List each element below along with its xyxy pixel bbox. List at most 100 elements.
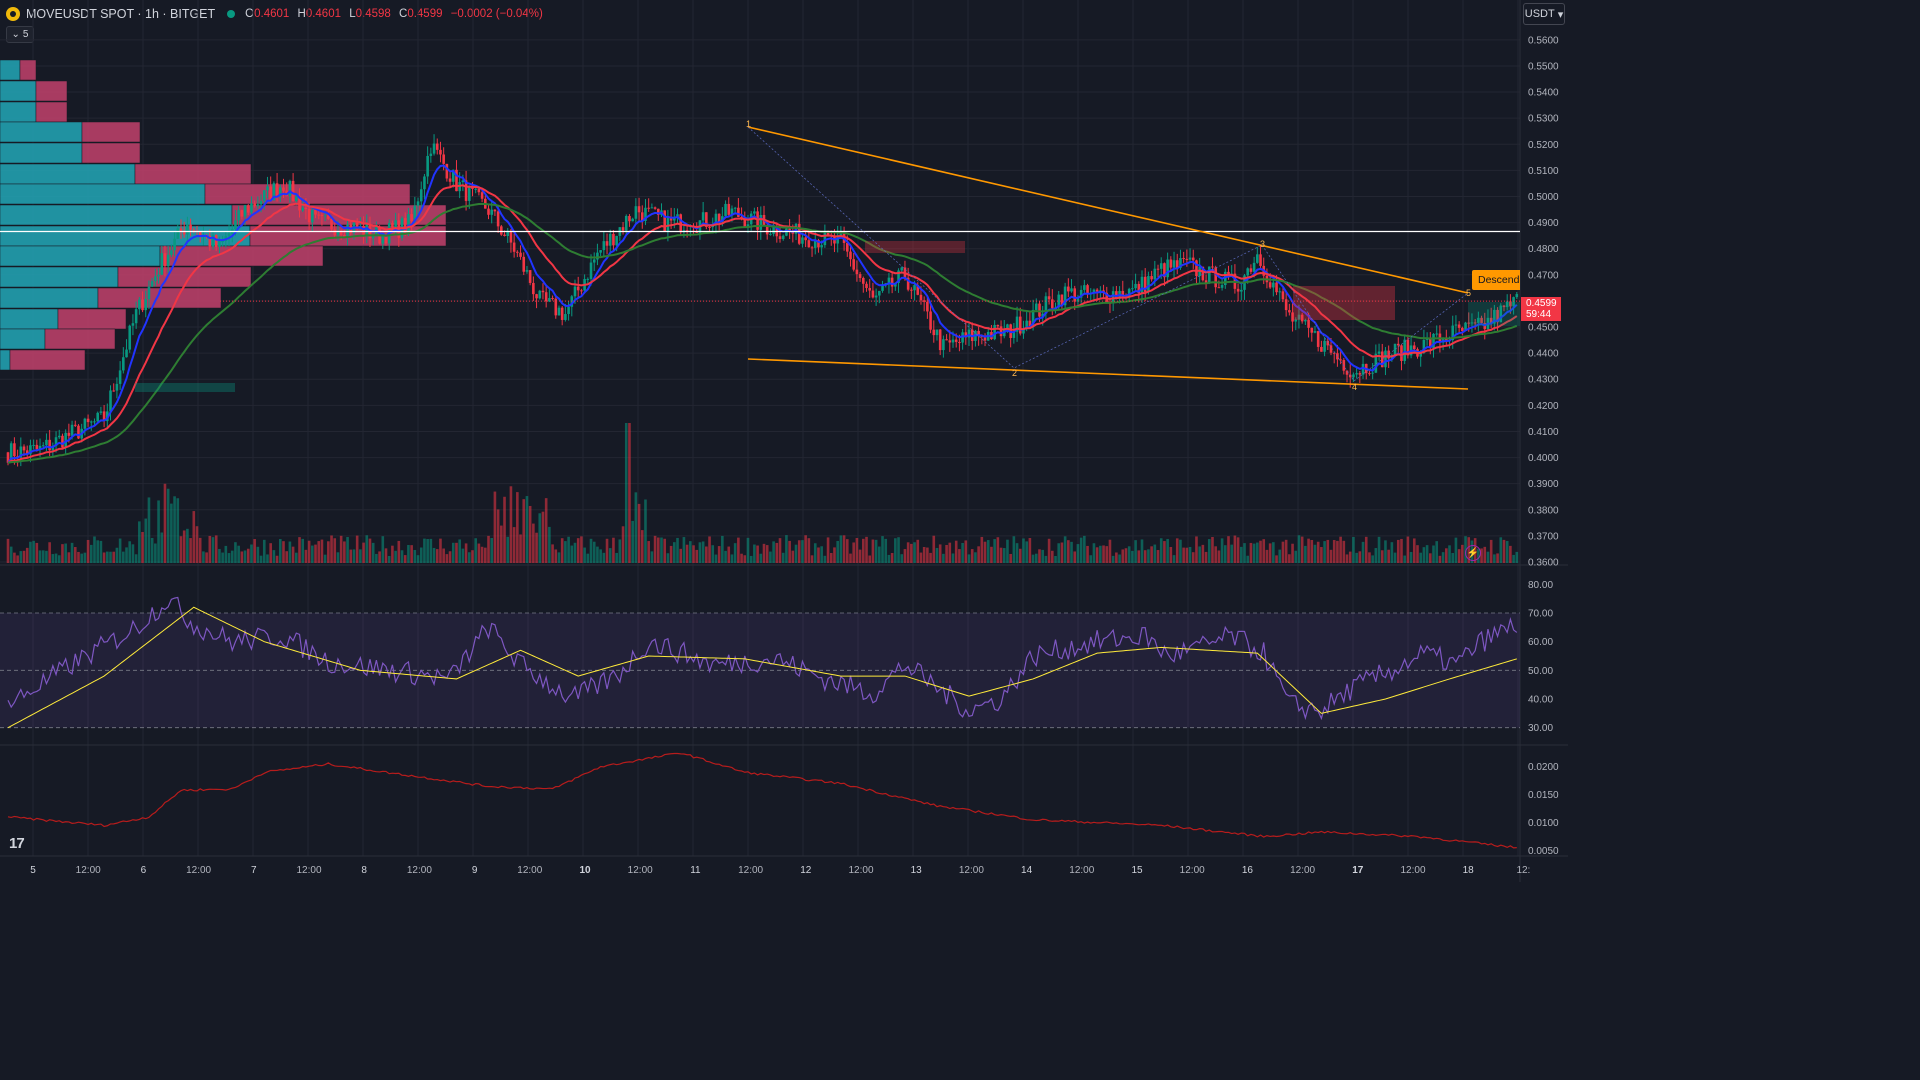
candle-body (548, 298, 551, 302)
candle-body (86, 418, 90, 423)
volume-bar (240, 551, 244, 563)
volume-bar (205, 552, 208, 563)
candle-body (663, 210, 666, 232)
candle-body (1323, 340, 1326, 352)
volume-bar (509, 486, 513, 563)
candle-body (1214, 267, 1217, 288)
candle-body (1464, 322, 1467, 331)
volume-bar (51, 554, 55, 563)
candle-body (967, 329, 971, 338)
volume-bars (6, 423, 1519, 563)
candle-body (150, 281, 154, 287)
candle-body (48, 439, 51, 451)
volume-bar (1284, 539, 1288, 563)
wave-label: 4 (1352, 382, 1357, 392)
volume-bar (266, 554, 269, 563)
volume-bar (1419, 552, 1422, 563)
candle-body (612, 233, 615, 246)
volume-bar (1256, 542, 1259, 563)
candle-body (500, 226, 503, 235)
wedge-lower-line (747, 358, 1469, 390)
tradingview-logo[interactable]: 17 (9, 835, 25, 852)
volume-bar (391, 545, 394, 563)
volume-bar (29, 541, 32, 563)
volume-bar (484, 547, 487, 563)
volume-bar (288, 541, 292, 563)
volume-bar (849, 553, 852, 563)
volume-bar (1102, 545, 1105, 563)
volume-bar (1025, 541, 1028, 563)
volume-bar (660, 537, 663, 563)
candle-body (272, 183, 276, 201)
candle-body (189, 224, 192, 230)
candle-body (1326, 340, 1330, 346)
candle-body (211, 234, 215, 247)
candle-body (1457, 324, 1461, 328)
volume-bar (862, 538, 865, 563)
candle-body (647, 207, 650, 209)
volume-bar (621, 526, 625, 563)
market-status-icon[interactable] (227, 10, 236, 18)
volume-bar (1111, 555, 1115, 563)
volume-bar (1060, 542, 1064, 563)
volume-bar (516, 492, 519, 563)
candle-body (794, 223, 798, 234)
volume-bar (150, 537, 154, 563)
candle-body (1073, 288, 1077, 302)
volume-bar (1348, 551, 1352, 563)
volume-bar (19, 551, 23, 563)
candle-body (897, 270, 900, 283)
volume-bar (1153, 544, 1157, 563)
volume-bar (1143, 550, 1147, 563)
candle-body (557, 307, 561, 316)
pattern-label[interactable]: Descending (1472, 270, 1520, 290)
volume-bar (653, 535, 657, 563)
candle-body (192, 229, 196, 231)
currency-button[interactable]: USDT ▾ (1523, 3, 1565, 25)
volume-bar (1393, 552, 1397, 563)
candle-body (131, 323, 135, 326)
volume-bar (602, 552, 606, 563)
candle-body (240, 210, 244, 217)
rsi-axis-tick: 60.00 (1528, 637, 1553, 648)
volume-bar (554, 549, 558, 563)
candle-body (1307, 319, 1310, 328)
candle-body (913, 285, 916, 291)
volume-bar (131, 544, 135, 563)
time-axis-label: 8 (361, 865, 367, 876)
candle-body (881, 285, 884, 291)
candle-body (1079, 289, 1083, 298)
volume-bar (291, 546, 295, 563)
volume-bar (35, 542, 39, 563)
volume-bar (1057, 543, 1061, 563)
candle-body (592, 259, 596, 263)
volume-bar (218, 548, 221, 563)
chart-canvas[interactable]: 123450.56000.55000.54000.53000.52000.510… (0, 0, 1568, 882)
candle-body (1188, 257, 1192, 260)
candle-body (1076, 297, 1080, 302)
time-axis-label: 12 (800, 865, 812, 876)
candle-body (637, 206, 641, 213)
volume-bar (1166, 538, 1169, 563)
chevron-down-icon: ▾ (1557, 8, 1564, 21)
volume-bar (596, 546, 599, 563)
symbol-title[interactable]: MOVEUSDT SPOT · 1h · BITGET (26, 7, 216, 21)
lightning-icon[interactable]: ⚡ (1465, 545, 1481, 561)
volume-bar (1022, 538, 1025, 563)
candle-body (1246, 268, 1250, 276)
indicators-collapse-button[interactable]: ⌄ 5 (6, 26, 34, 43)
candle-body (650, 207, 654, 209)
candle-body (746, 224, 750, 227)
volume-bar (1483, 546, 1487, 563)
candle-body (1368, 373, 1371, 375)
candle-body (1284, 299, 1288, 311)
candle-body (1166, 259, 1169, 278)
candle-body (1355, 373, 1358, 375)
volume-bar (894, 538, 897, 563)
volume-bar (640, 530, 644, 563)
rsi-line (7, 596, 1518, 721)
volume-bar (1429, 553, 1432, 563)
candle-body (25, 450, 29, 455)
candle-body (38, 445, 42, 450)
volume-bar (336, 552, 340, 563)
